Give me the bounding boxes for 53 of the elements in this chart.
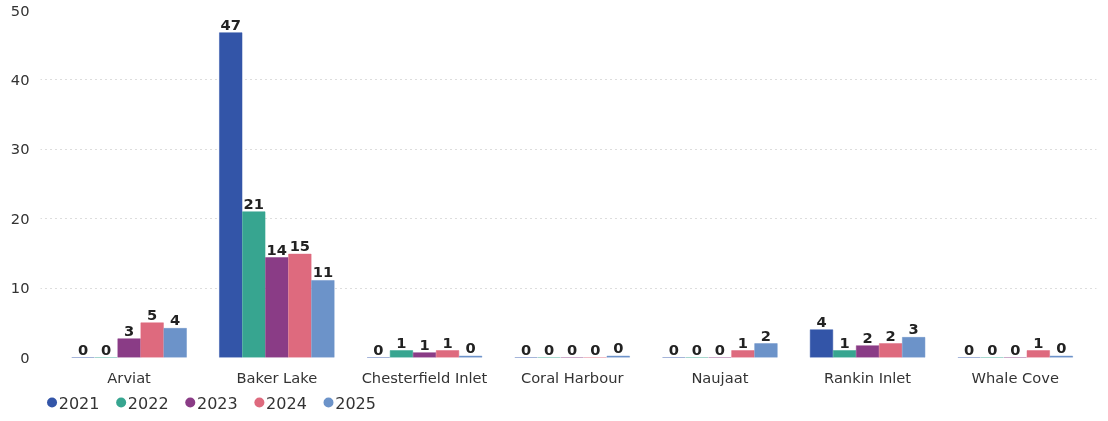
y-tick-label: 30 bbox=[10, 140, 30, 158]
data-label: 0 bbox=[590, 340, 601, 358]
x-tick-label: Naujaat bbox=[691, 368, 749, 386]
legend-label: 2021 bbox=[58, 393, 100, 413]
y-tick-label: 20 bbox=[10, 209, 30, 227]
data-label: 47 bbox=[220, 15, 241, 33]
x-tick-label: Whale Cove bbox=[971, 368, 1059, 386]
data-label: 2 bbox=[760, 326, 772, 344]
x-tick-label: Baker Lake bbox=[236, 368, 318, 386]
legend-label: 2023 bbox=[196, 393, 238, 413]
data-label: 1 bbox=[442, 333, 453, 351]
data-label: 2 bbox=[862, 328, 873, 346]
data-label: 0 bbox=[544, 340, 555, 358]
data-label: 14 bbox=[266, 240, 288, 258]
data-label: 3 bbox=[124, 321, 135, 339]
data-label: 0 bbox=[567, 340, 578, 358]
legend-label: 2022 bbox=[127, 393, 169, 413]
data-label: 0 bbox=[714, 340, 725, 358]
data-label: 4 bbox=[170, 311, 181, 329]
y-tick-label: 50 bbox=[10, 1, 30, 19]
data-label: 0 bbox=[987, 340, 998, 358]
data-label: 0 bbox=[373, 340, 384, 358]
data-label: 5 bbox=[147, 305, 158, 323]
data-label: 1 bbox=[839, 333, 850, 351]
data-label: 0 bbox=[77, 340, 89, 358]
data-label: 0 bbox=[1010, 340, 1021, 358]
data-label: 1 bbox=[419, 335, 430, 353]
data-label: 0 bbox=[465, 339, 476, 357]
x-tick-label: Chesterfield Inlet bbox=[361, 368, 488, 386]
data-label: 21 bbox=[243, 194, 264, 212]
legend-label: 2024 bbox=[266, 393, 307, 413]
data-label: 0 bbox=[100, 340, 112, 358]
legend-label: 2025 bbox=[335, 393, 376, 413]
y-tick-label: 40 bbox=[10, 70, 30, 88]
data-label: 1 bbox=[737, 333, 749, 351]
y-tick-label: 10 bbox=[10, 279, 30, 297]
data-label: 2 bbox=[885, 326, 896, 344]
data-label: 1 bbox=[1033, 333, 1044, 351]
x-tick-label: Coral Harbour bbox=[520, 368, 625, 386]
data-label: 11 bbox=[312, 263, 334, 281]
x-tick-label: Rankin Inlet bbox=[824, 368, 912, 386]
data-label: 0 bbox=[521, 340, 532, 358]
data-label: 0 bbox=[613, 339, 624, 357]
data-label: 0 bbox=[691, 340, 702, 358]
x-tick-label: Arviat bbox=[107, 368, 152, 386]
data-label: 0 bbox=[964, 340, 975, 358]
y-tick-label: 0 bbox=[20, 348, 30, 366]
data-label: 0 bbox=[1056, 339, 1067, 357]
data-label: 0 bbox=[668, 340, 679, 358]
data-label: 4 bbox=[816, 312, 827, 330]
data-label: 15 bbox=[289, 237, 311, 255]
data-label: 3 bbox=[908, 320, 919, 338]
data-label: 1 bbox=[396, 333, 407, 351]
